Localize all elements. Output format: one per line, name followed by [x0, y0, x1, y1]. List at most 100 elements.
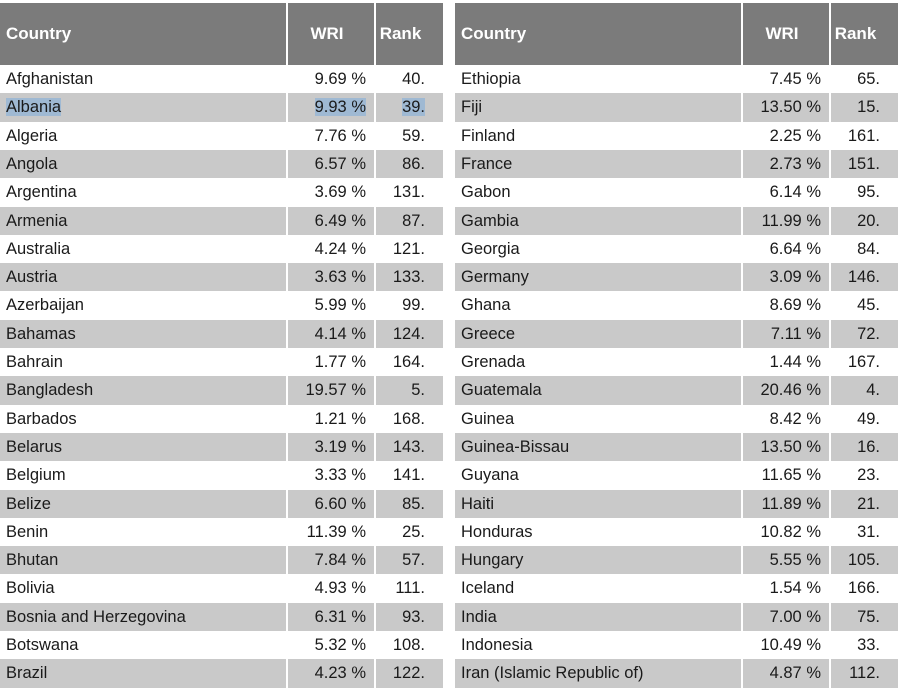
table-cell: 124.: [376, 319, 445, 348]
cell-text: Benin: [6, 522, 49, 541]
table-cell: Austria: [0, 263, 288, 292]
cell-text: 4.: [866, 381, 880, 400]
cell-text: Armenia: [6, 211, 68, 230]
cell-text: 1.44 %: [769, 353, 821, 371]
table-cell: 5.: [376, 376, 445, 405]
table-cell: Germany: [455, 263, 743, 292]
cell-text: 93.: [402, 607, 425, 626]
cell-text: 45.: [857, 296, 880, 315]
header-cell: Rank: [831, 3, 900, 65]
table-cell: 7.45 %: [743, 65, 831, 94]
cell-text: 11.39 %: [306, 522, 366, 541]
table-cell: 121.: [376, 234, 445, 264]
table-cell: 8.42 %: [743, 404, 831, 433]
cell-text: 57.: [402, 551, 425, 570]
table-cell: Iceland: [455, 574, 743, 603]
cell-text: 72.: [857, 324, 880, 343]
table-cell: 6.57 %: [288, 149, 376, 179]
cell-text: WRI: [765, 24, 799, 43]
table-cell: Fiji: [455, 93, 743, 122]
cell-text: Austria: [6, 268, 58, 287]
cell-text: 161.: [847, 126, 880, 145]
cell-text: 5.32 %: [314, 636, 366, 654]
table-cell: 23.: [831, 461, 900, 490]
table-cell: 85.: [376, 489, 445, 518]
cell-text: 95.: [857, 183, 880, 202]
table-cell: 7.84 %: [288, 546, 376, 575]
cell-text: 87.: [402, 211, 425, 230]
cell-text: Guinea-Bissau: [461, 437, 570, 456]
table-cell: 6.49 %: [288, 206, 376, 235]
table-cell: 84.: [831, 234, 900, 264]
cell-text: 6.57 %: [314, 154, 366, 173]
cell-text: Argentina: [6, 183, 77, 202]
table-cell: 11.99 %: [743, 206, 831, 235]
table-cell: 75.: [831, 602, 900, 631]
table-cell: Belgium: [0, 461, 288, 490]
cell-text: 167.: [847, 353, 880, 371]
cell-text: 164.: [392, 353, 425, 371]
cell-text: 7.00 %: [769, 607, 821, 626]
cell-text: 85.: [402, 494, 425, 513]
table-cell: 95.: [831, 178, 900, 207]
cell-text: Australia: [6, 239, 71, 258]
table-cell: Benin: [0, 517, 288, 547]
cell-text: Bangladesh: [6, 381, 94, 400]
cell-text: 4.93 %: [314, 579, 366, 598]
cell-text: 146.: [847, 268, 880, 287]
cell-text: 13.50 %: [760, 437, 821, 456]
cell-text: 111.: [395, 579, 425, 598]
table-cell: Bosnia and Herzegovina: [0, 602, 288, 631]
cell-text: Botswana: [6, 636, 79, 654]
header-cell: WRI: [743, 3, 831, 65]
table-cell: Gabon: [455, 178, 743, 207]
table-cell: 20.: [831, 206, 900, 235]
table-cell: Grenada: [455, 348, 743, 377]
table-cell: Armenia: [0, 206, 288, 235]
cell-text: Bahrain: [6, 353, 63, 371]
table-cell: Belize: [0, 489, 288, 518]
cell-text: 131.: [392, 183, 425, 202]
table-cell: Azerbaijan: [0, 291, 288, 320]
table-cell: Australia: [0, 234, 288, 264]
cell-text: 9.93 %: [314, 98, 366, 117]
cell-text: 4.23 %: [314, 664, 366, 683]
table-cell: Indonesia: [455, 631, 743, 660]
cell-text: Angola: [6, 154, 58, 173]
table-cell: 16.: [831, 432, 900, 462]
cell-text: Country: [6, 24, 72, 43]
cell-text: 8.69 %: [769, 296, 821, 315]
table-cell: Finland: [455, 121, 743, 150]
table-cell: 151.: [831, 149, 900, 179]
table-cell: Belarus: [0, 432, 288, 462]
table-cell: 3.33 %: [288, 461, 376, 490]
table-cell: 3.09 %: [743, 263, 831, 292]
table-cell: 4.93 %: [288, 574, 376, 603]
cell-text: 7.45 %: [769, 70, 821, 88]
table-cell: 10.82 %: [743, 517, 831, 547]
cell-text: 20.46 %: [760, 381, 821, 400]
cell-text: France: [461, 154, 513, 173]
cell-text: Gabon: [461, 183, 511, 202]
cell-text: 11.99 %: [761, 211, 821, 230]
cell-text: 8.42 %: [769, 409, 821, 428]
cell-text: Guatemala: [461, 381, 542, 400]
cell-text: Guyana: [461, 466, 519, 485]
table-cell: 168.: [376, 404, 445, 433]
cell-text: 84.: [857, 239, 880, 258]
cell-text: Albania: [6, 98, 62, 117]
cell-text: Ethiopia: [461, 70, 521, 88]
cell-text: Iran (Islamic Republic of): [461, 664, 644, 683]
table-cell: Iran (Islamic Republic of): [455, 659, 743, 688]
table-cell: 7.11 %: [743, 319, 831, 348]
cell-text: 6.64 %: [769, 239, 821, 258]
cell-text: 49.: [857, 409, 880, 428]
table-cell: 167.: [831, 348, 900, 377]
cell-text: 10.82 %: [760, 522, 821, 541]
table-cell: Hungary: [455, 546, 743, 575]
cell-text: Indonesia: [461, 636, 533, 654]
cell-text: 2.25 %: [769, 126, 821, 145]
cell-text: 5.: [411, 381, 425, 400]
table-cell: Haiti: [455, 489, 743, 518]
